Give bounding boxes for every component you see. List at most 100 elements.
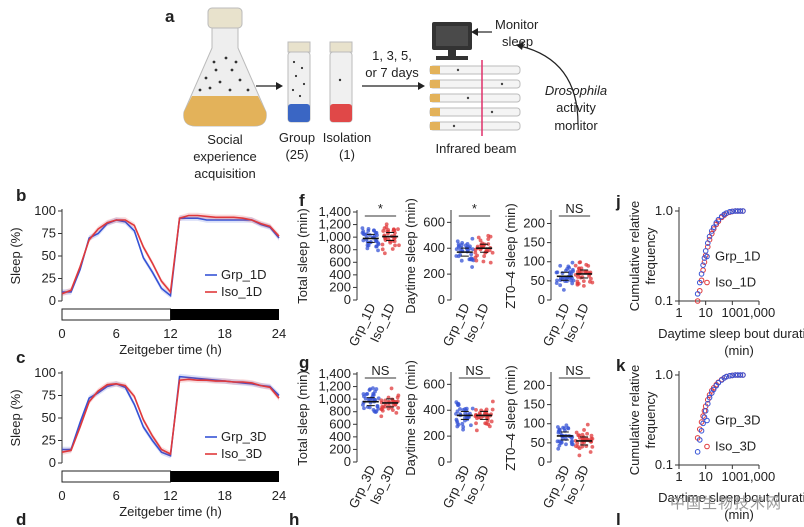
y-axis-label: Sleep (%) bbox=[8, 227, 23, 284]
data-point-Iso_3D bbox=[390, 397, 395, 402]
x-axis-label-line1: Daytime sleep bout duration bbox=[658, 490, 804, 505]
y-tick-label: 25 bbox=[42, 271, 56, 286]
data-point-Grp_1D bbox=[456, 242, 461, 247]
x-tick-label: 1 bbox=[675, 469, 682, 484]
chart-k: k 0.1 1.0 1 10 100 1,000 Cumulative relative fre… bbox=[616, 356, 804, 522]
legend-label-Iso_3D: Iso_3D bbox=[221, 446, 262, 461]
data-point-Iso_1D bbox=[488, 234, 493, 239]
legend-marker-Grp_1D bbox=[704, 253, 710, 260]
iso-caption-1: Isolation bbox=[323, 130, 371, 145]
group-vial-icon bbox=[287, 41, 311, 123]
data-point-Iso_1D bbox=[579, 266, 584, 271]
data-point-Grp_1D bbox=[696, 279, 703, 286]
y-tick-label: 25 bbox=[42, 433, 56, 448]
data-point-Grp_1D bbox=[469, 252, 474, 257]
legend-marker-Grp_3D bbox=[704, 417, 710, 424]
data-point-Grp_1D bbox=[366, 228, 371, 233]
y-tick-label: 50 bbox=[531, 273, 545, 288]
y-tick-label: 0 bbox=[438, 454, 445, 469]
panel-label-g1: g bbox=[299, 353, 309, 372]
y-tick-label: 50 bbox=[42, 410, 56, 425]
panel-d-label: d bbox=[16, 510, 26, 527]
y-tick-label: 200 bbox=[423, 428, 445, 443]
data-point-Grp_3D bbox=[376, 406, 381, 411]
data-point-Grp_3D bbox=[376, 396, 381, 401]
y-tick-label: 150 bbox=[523, 235, 545, 250]
data-point-Iso_1D bbox=[482, 254, 487, 259]
data-point-Grp_1D bbox=[710, 224, 717, 231]
data-point-Iso_3D bbox=[577, 433, 582, 438]
x-axis-label-line1: Daytime sleep bout duration bbox=[658, 326, 804, 341]
data-point-Grp_3D bbox=[455, 424, 460, 429]
data-point-Iso_3D bbox=[474, 407, 478, 412]
y-tick-label: 600 bbox=[329, 416, 351, 431]
data-point-Grp_1D bbox=[560, 271, 565, 275]
data-point-Grp_1D bbox=[374, 244, 379, 249]
data-point-Grp_1D bbox=[361, 229, 366, 234]
data-point-Iso_1D bbox=[393, 243, 397, 248]
data-point-Grp_3D bbox=[564, 442, 568, 447]
x-tick-label: 10 bbox=[698, 305, 712, 320]
data-point-Grp_1D bbox=[704, 240, 711, 246]
dam-text-2: activity bbox=[556, 100, 596, 115]
data-point-Iso_1D bbox=[476, 235, 481, 240]
data-point-Iso_1D bbox=[575, 269, 580, 274]
data-point-Iso_1D bbox=[486, 242, 491, 246]
data-point-Grp_3D bbox=[704, 400, 711, 407]
data-point-Iso_1D bbox=[486, 237, 491, 242]
data-point-Iso_3D bbox=[700, 413, 706, 419]
data-point-Iso_3D bbox=[396, 406, 401, 410]
data-point-Grp_1D bbox=[570, 260, 575, 265]
legend-label-Grp_3D: Grp_3D bbox=[221, 429, 267, 444]
light-phase-bar bbox=[61, 470, 171, 483]
x-tick-label: 1,000 bbox=[743, 305, 776, 320]
y-tick-label: 1,200 bbox=[318, 217, 351, 232]
data-point-Grp_1D bbox=[558, 283, 563, 288]
y-axis-label: Daytime sleep (min) bbox=[403, 360, 418, 476]
data-point-Iso_1D bbox=[397, 243, 401, 248]
data-point-Grp_3D bbox=[456, 403, 460, 408]
panel-label-b: b bbox=[16, 186, 26, 205]
data-point-Grp_1D bbox=[360, 226, 365, 231]
data-point-Iso_1D bbox=[573, 263, 578, 268]
group-caption-1: Group bbox=[279, 130, 315, 145]
data-point-Iso_1D bbox=[381, 229, 386, 233]
data-point-Grp_3D bbox=[362, 406, 366, 411]
y-axis-label: ZT0–4 sleep (min) bbox=[503, 203, 518, 308]
iso-caption-2: (1) bbox=[339, 147, 355, 162]
data-point-Grp_3D bbox=[696, 437, 703, 443]
significance-label: NS bbox=[565, 363, 583, 378]
series-band-Grp_3D bbox=[62, 373, 279, 459]
data-point-Grp_3D bbox=[555, 439, 560, 444]
series-band-Grp_1D bbox=[62, 215, 279, 299]
y-tick-label: 200 bbox=[523, 377, 545, 392]
x-axis-label-line2: (min) bbox=[724, 343, 754, 358]
data-point-Grp_1D bbox=[459, 258, 464, 263]
data-point-Iso_3D bbox=[577, 446, 582, 451]
data-point-Iso_1D bbox=[390, 247, 395, 251]
data-point-Grp_3D bbox=[566, 426, 571, 431]
y-tick-label: 75 bbox=[42, 226, 56, 241]
legend-label-Grp_1D: Grp_1D bbox=[715, 249, 761, 264]
data-point-Grp_3D bbox=[702, 408, 709, 414]
dark-phase-bar bbox=[170, 471, 279, 482]
data-point-Grp_1D bbox=[554, 270, 559, 275]
flask-caption-2: experience bbox=[193, 149, 257, 164]
y-tick-label: 0 bbox=[49, 455, 56, 470]
x-tick-label: 0 bbox=[58, 488, 65, 503]
data-point-Grp_3D bbox=[461, 427, 465, 432]
y-tick-label: 0 bbox=[344, 292, 351, 307]
data-point-Grp_3D bbox=[740, 372, 746, 378]
data-point-Iso_3D bbox=[489, 419, 494, 424]
data-point-Iso_1D bbox=[581, 279, 586, 283]
y-axis-label-line2: frequency bbox=[643, 391, 658, 449]
y-tick-label: 1,000 bbox=[318, 391, 351, 406]
y-axis-label: Total sleep (min) bbox=[295, 370, 310, 465]
data-point-Grp_1D bbox=[564, 276, 569, 281]
data-point-Grp_3D bbox=[710, 386, 717, 393]
data-point-Iso_1D bbox=[577, 260, 582, 265]
